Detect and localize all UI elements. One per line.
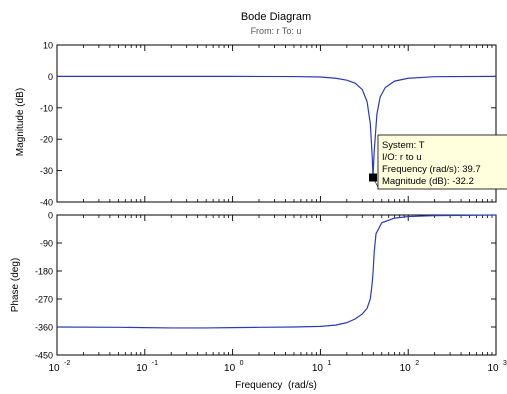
x-tick-exponent: -1 [152,360,158,367]
datatip-marker[interactable] [368,173,377,182]
y-tick-label: -450 [35,351,53,361]
x-tick-exponent: -2 [64,360,70,367]
plot-area [56,214,497,356]
x-tick-label: 10 [48,363,60,374]
datatip-box [377,134,507,190]
y-tick-label: 10 [43,41,53,51]
y-tick-label: -20 [40,135,53,145]
x-tick-exponent: 2 [415,360,419,367]
y-tick-label: -30 [40,166,53,176]
y-tick-label: -270 [35,295,53,305]
x-tick-exponent: 3 [503,360,507,367]
phase-curve [56,214,497,329]
y-tick-label: 0 [48,211,53,221]
magnitude-axes: 10 0 -10 -20 -30 -40 [40,41,497,208]
phase-ylabel: Phase (deg) [10,258,21,312]
datatip-line: Magnitude (dB): -32.2 [382,176,474,187]
y-tick-label: -180 [35,267,53,277]
y-tick-label: -40 [40,198,53,208]
datatip-line: System: T [382,140,425,151]
y-tick-label: -90 [40,239,53,249]
magnitude-curve [57,75,497,178]
x-tick-label: 10 [224,363,236,374]
y-tick-label: -10 [40,103,53,113]
datatip-line: I/O: r to u [382,152,422,163]
x-tick-label: 10 [400,363,412,374]
figure-subtitle: From: r To: u [251,26,302,36]
frequency-xlabel: Frequency (rad/s) [235,380,317,391]
x-tick-label: 10 [136,363,148,374]
y-tick-label: -360 [35,323,53,333]
y-tick-label: 0 [48,72,53,82]
x-tick-exponent: 1 [327,360,331,367]
figure-title: Bode Diagram [241,11,311,23]
x-tick-exponent: 0 [240,360,244,367]
x-tick-label: 10 [487,363,499,374]
magnitude-ylabel: Magnitude (dB) [15,88,26,156]
datatip-line: Frequency (rad/s): 39.7 [382,164,481,175]
x-tick-label: 10 [312,363,324,374]
